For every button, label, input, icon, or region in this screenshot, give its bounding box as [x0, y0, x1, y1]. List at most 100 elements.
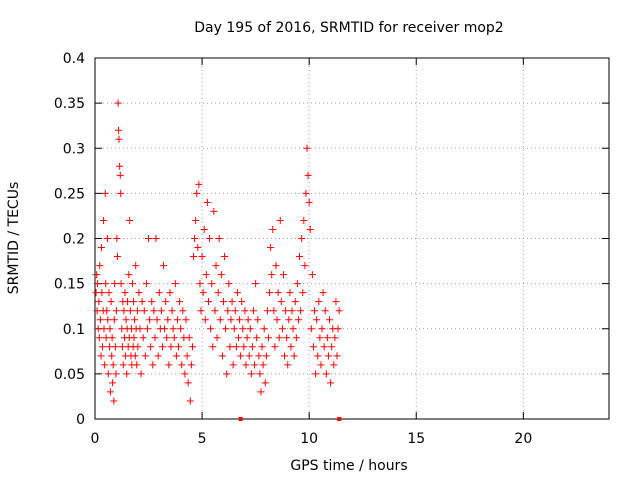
data-point [105, 289, 113, 297]
data-point [331, 334, 339, 342]
data-point [158, 343, 166, 351]
data-point [198, 253, 206, 261]
data-point [161, 325, 169, 333]
data-point [170, 334, 178, 342]
data-point [313, 316, 321, 324]
data-point [153, 316, 161, 324]
data-point [255, 352, 263, 360]
data-point [305, 198, 313, 206]
y-tick-label: 0.1 [63, 322, 85, 338]
data-point [213, 334, 221, 342]
data-point [212, 262, 220, 270]
data-point [95, 334, 103, 342]
data-point [126, 307, 134, 315]
data-point [117, 280, 125, 288]
data-point [149, 361, 157, 369]
data-point [324, 352, 332, 360]
x-tick-label: 5 [198, 431, 207, 447]
data-point [296, 253, 304, 261]
data-point [154, 352, 162, 360]
data-point [173, 316, 181, 324]
data-point [230, 325, 238, 333]
data-point [138, 298, 146, 306]
data-point [223, 370, 231, 378]
data-point [269, 225, 277, 233]
data-point [311, 307, 319, 315]
data-point [300, 216, 308, 224]
data-point [237, 352, 245, 360]
data-point [334, 325, 342, 333]
data-point [275, 334, 283, 342]
data-point [101, 361, 109, 369]
data-point [332, 298, 340, 306]
data-point [207, 325, 215, 333]
data-point [197, 307, 205, 315]
data-point [98, 343, 106, 351]
data-point [111, 280, 119, 288]
data-point [110, 316, 118, 324]
data-point [264, 334, 272, 342]
data-point [257, 388, 265, 396]
y-tick-label: 0.05 [54, 367, 85, 383]
data-point [109, 361, 117, 369]
data-point [202, 271, 210, 279]
data-point [328, 343, 336, 351]
data-point [252, 280, 260, 288]
data-point [316, 334, 324, 342]
data-point [327, 379, 335, 387]
data-points [92, 99, 343, 405]
data-point [191, 235, 199, 242]
data-point [165, 361, 173, 369]
data-point [103, 235, 111, 242]
data-point [142, 280, 150, 288]
data-point [171, 280, 179, 288]
data-point [148, 298, 156, 306]
data-point [139, 334, 147, 342]
data-point [243, 334, 251, 342]
data-point [218, 352, 226, 360]
y-tick-label: 0 [76, 412, 85, 428]
data-point [217, 271, 225, 279]
data-point [194, 244, 202, 252]
data-point [135, 289, 143, 297]
data-point [101, 189, 109, 197]
data-point [200, 225, 208, 233]
data-point [227, 316, 235, 324]
data-point [133, 307, 141, 315]
data-point [201, 316, 209, 324]
data-point [123, 370, 131, 378]
data-point [126, 216, 134, 224]
data-point [98, 289, 106, 297]
data-point [297, 307, 305, 315]
data-point [291, 298, 299, 306]
data-point [270, 307, 278, 315]
x-tick-label: 20 [514, 431, 532, 447]
data-point [285, 316, 293, 324]
data-point [236, 316, 244, 324]
data-point [181, 370, 189, 378]
data-point [107, 298, 115, 306]
data-point [209, 343, 217, 351]
data-point [210, 207, 218, 215]
data-point [289, 325, 297, 333]
data-point [315, 298, 323, 306]
data-point [96, 316, 104, 324]
data-point [151, 334, 159, 342]
data-point [302, 189, 310, 197]
data-point [143, 325, 151, 333]
data-point [103, 307, 111, 315]
data-point [199, 289, 207, 297]
data-point [220, 298, 227, 306]
zero-marker [337, 417, 342, 421]
data-point [232, 343, 240, 351]
data-point [256, 370, 264, 378]
data-point [226, 343, 234, 351]
data-point [93, 307, 101, 315]
data-point [288, 307, 296, 315]
data-point [203, 198, 211, 206]
data-point [333, 352, 341, 360]
data-point [166, 289, 174, 297]
data-point [169, 325, 177, 333]
data-point [225, 280, 233, 288]
data-point [294, 316, 302, 324]
